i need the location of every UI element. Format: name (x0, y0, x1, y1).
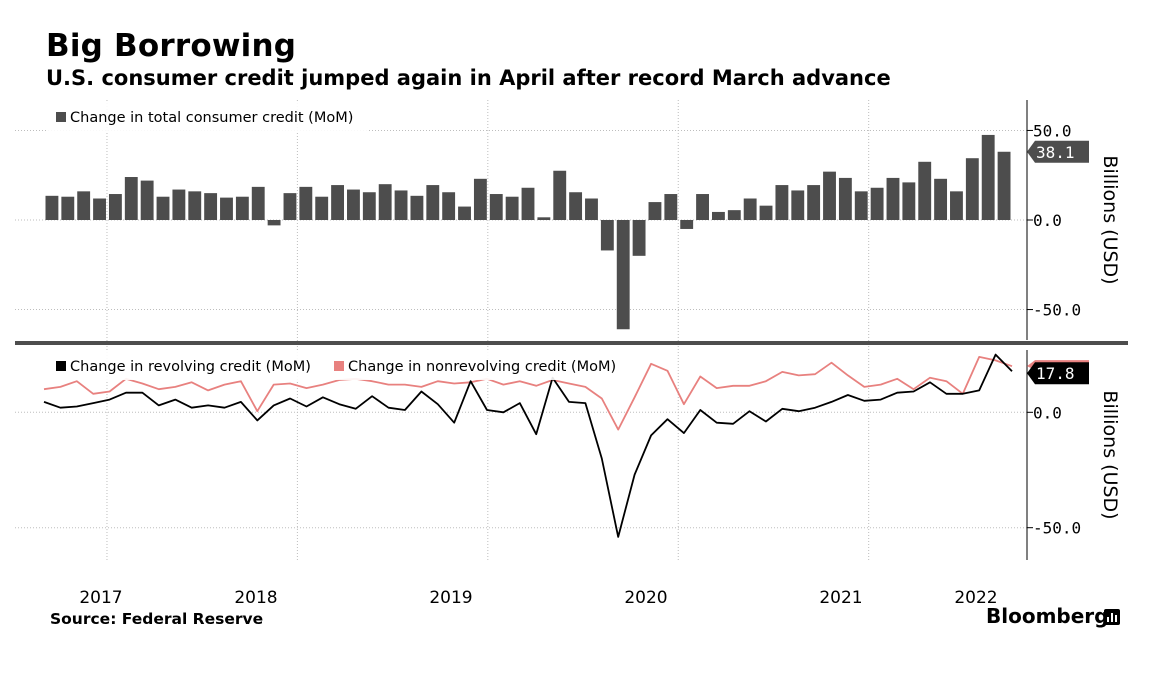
total-credit-bar (743, 198, 757, 220)
total-credit-bar (204, 193, 218, 220)
panel-divider (15, 341, 1128, 345)
top-last-value-tag (1027, 140, 1089, 163)
total-credit-bar (362, 192, 376, 220)
total-credit-bar (918, 161, 932, 220)
nonrevolving-credit-line (43, 355, 1013, 431)
nonrevolving-legend-label: Change in nonrevolving credit (MoM) (348, 359, 616, 375)
total-credit-bar (696, 194, 709, 220)
chart-subtitle: U.S. consumer credit jumped again in Apr… (46, 66, 891, 90)
total-credit-bar (473, 178, 487, 220)
bottom-y-tick-label: -50.0 (1033, 519, 1081, 538)
source-note: Source: Federal Reserve (50, 610, 264, 628)
bloomberg-terminal-icon (1104, 609, 1120, 625)
top-y-tick-label: 50.0 (1033, 121, 1072, 140)
total-credit-bar (235, 196, 249, 220)
total-credit-bar (807, 185, 821, 220)
total-credit-bar (267, 220, 281, 226)
total-credit-bar (727, 210, 741, 220)
total-credit-bar (505, 196, 519, 220)
top-legend-label: Change in total consumer credit (MoM) (70, 110, 353, 126)
total-credit-bar (838, 177, 852, 220)
total-credit-bar (553, 170, 567, 220)
top-legend-swatch (56, 112, 66, 122)
revolving-legend-swatch (56, 361, 66, 371)
total-credit-bar (378, 184, 392, 220)
total-credit-bar (950, 191, 963, 220)
revolving-legend-label: Change in revolving credit (MoM) (70, 359, 311, 375)
total-credit-bar (965, 158, 979, 220)
total-credit-bar (108, 194, 122, 220)
total-credit-bar (823, 171, 836, 220)
total-credit-bar (934, 178, 948, 220)
bottom-y-axis-label: Billions (USD) (1099, 390, 1121, 519)
total-credit-bar (902, 182, 916, 220)
x-tick-label: 2021 (819, 588, 862, 608)
total-credit-bar (854, 191, 868, 220)
total-credit-bar (680, 220, 694, 229)
total-credit-bar (537, 217, 551, 220)
total-credit-bar (188, 191, 202, 220)
total-credit-bar (521, 187, 535, 220)
top-legend-box (46, 103, 368, 131)
total-credit-bar (981, 134, 995, 220)
total-credit-bar (77, 191, 91, 220)
total-credit-bar (791, 190, 805, 220)
total-credit-bar (711, 211, 725, 220)
total-credit-bar (886, 177, 900, 220)
top-y-axis-label: Billions (USD) (1099, 155, 1121, 284)
nonrevolving-legend-swatch (334, 361, 344, 371)
x-tick-label: 2020 (624, 588, 667, 608)
chart-title: Big Borrowing (46, 28, 297, 64)
total-credit-bar (569, 192, 583, 220)
bottom-last-value: 17.8 (1036, 364, 1075, 383)
top-last-value: 38.1 (1036, 143, 1075, 162)
revolving-last-value-tag (1027, 362, 1089, 385)
total-credit-bar (489, 194, 503, 220)
total-credit-bar (442, 192, 456, 220)
total-credit-bar (61, 196, 75, 220)
x-tick-label: 2019 (429, 588, 472, 608)
total-credit-bar (93, 198, 106, 220)
total-credit-bar (410, 195, 424, 220)
bottom-y-tick-label: 0.0 (1033, 403, 1062, 422)
total-credit-bar (632, 220, 646, 256)
total-credit-bar (299, 186, 313, 220)
total-credit-bar (616, 220, 630, 330)
total-credit-bar (283, 193, 297, 220)
top-y-tick-label: 0.0 (1033, 211, 1062, 230)
total-credit-bar (394, 190, 408, 220)
total-credit-bar (347, 189, 360, 220)
total-credit-bar (600, 220, 614, 251)
total-credit-bar (648, 202, 662, 220)
x-tick-label: 2022 (954, 588, 997, 608)
bloomberg-logo: Bloomberg (986, 604, 1109, 628)
top-y-tick-label: -50.0 (1033, 301, 1081, 320)
total-credit-bar (759, 205, 773, 220)
total-credit-bar (315, 196, 329, 220)
total-credit-bar (458, 206, 471, 220)
total-credit-bar (140, 180, 154, 220)
total-credit-bar (156, 196, 170, 220)
revolving-credit-line (43, 353, 1013, 538)
x-tick-label: 2018 (234, 588, 277, 608)
total-credit-bar (775, 185, 789, 220)
total-credit-bar (251, 186, 265, 220)
total-credit-bar (331, 185, 345, 220)
total-credit-bar (870, 187, 884, 220)
total-credit-bar (585, 198, 598, 220)
total-credit-bar (124, 177, 138, 220)
x-tick-label: 2017 (79, 588, 122, 608)
total-credit-bar (997, 151, 1011, 220)
total-credit-bar (664, 194, 678, 220)
total-credit-bar (45, 195, 59, 220)
total-credit-bar (172, 189, 186, 220)
total-credit-bar (220, 197, 233, 220)
total-credit-bar (426, 185, 440, 220)
